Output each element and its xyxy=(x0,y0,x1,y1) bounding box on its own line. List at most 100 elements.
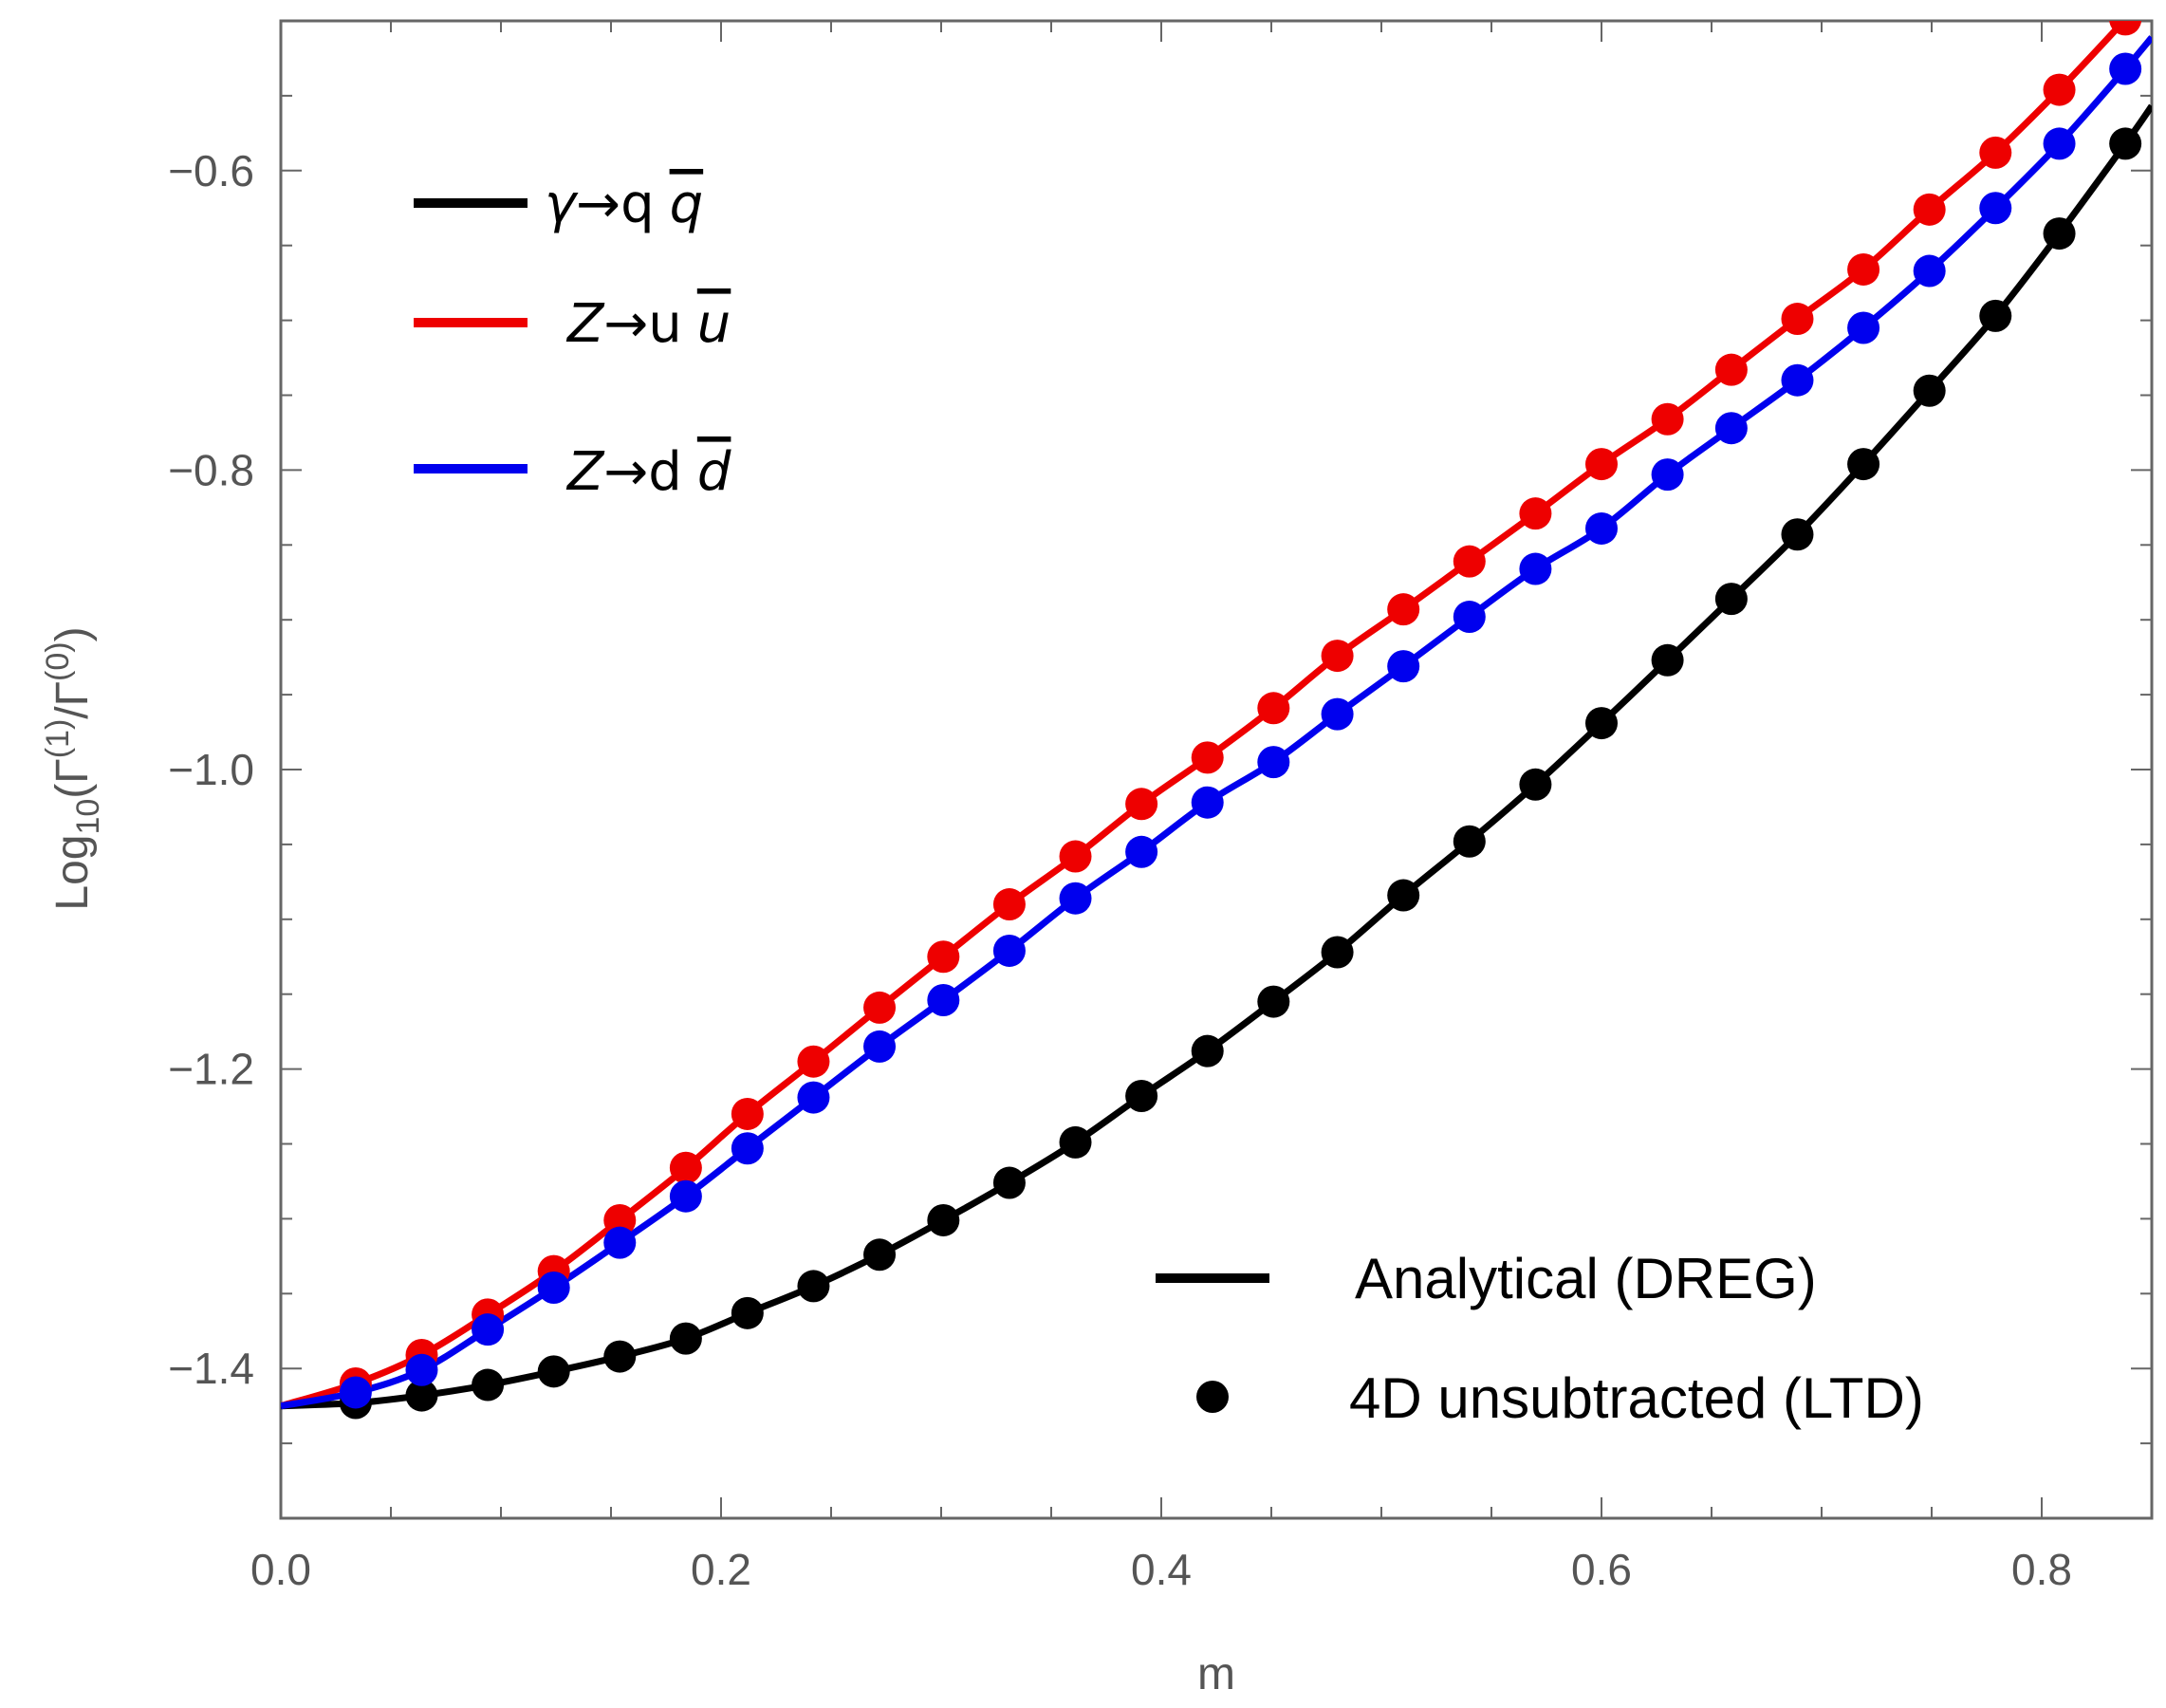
series-0-point xyxy=(1453,825,1486,858)
method-legend-marker xyxy=(1196,1381,1229,1413)
method-legend-marker-label: 4D unsubtracted (LTD) xyxy=(1349,1366,1924,1430)
y-axis-title-text: Log10(Γ(1)/Γ(0)) xyxy=(40,626,106,910)
series-0-point xyxy=(797,1270,830,1303)
legend-gamma-b: q xyxy=(620,174,655,235)
series-1-point xyxy=(603,1203,637,1236)
series-2-point xyxy=(1453,601,1486,634)
legend-zd-arrow: → xyxy=(603,441,648,503)
y-title-sub: 10 xyxy=(70,799,106,835)
series-1-point xyxy=(2109,21,2142,36)
legend-zd-a: Z xyxy=(565,441,605,503)
series-2-point xyxy=(603,1226,637,1259)
y-title-sup-num: (1) xyxy=(40,719,76,759)
series-2-point xyxy=(992,934,1026,967)
series-1-point xyxy=(927,940,960,974)
series-2-point xyxy=(1321,697,1354,731)
series-1-point xyxy=(1714,353,1748,386)
legend-entry-z-uu: Z→u u xyxy=(414,293,731,355)
series-1-point xyxy=(797,1045,830,1078)
series-1-point xyxy=(1321,640,1354,673)
series-2-point xyxy=(1913,254,1946,288)
series-2-point xyxy=(1059,882,1092,915)
series-2-point xyxy=(1781,363,1814,397)
series-2-point xyxy=(2043,127,2076,160)
series-1-point xyxy=(1125,788,1158,821)
legend-zd-bar: d xyxy=(697,441,731,503)
series-0-point xyxy=(1847,448,1880,481)
y-tick-label: −1.4 xyxy=(168,1344,254,1393)
legend-zu-arrow: → xyxy=(603,293,648,355)
series-2-point xyxy=(1847,311,1880,344)
y-title-gamma-num: Γ xyxy=(47,758,98,783)
series-2-point xyxy=(927,984,960,1017)
tick-labels: 0.0 0.2 0.4 0.6 0.8 −1.4 −1.2 −1.0 −0.8 −0.6 xyxy=(168,146,2072,1594)
series-0-point xyxy=(2109,127,2142,160)
y-tick-label: −0.8 xyxy=(168,445,254,494)
series-0-point xyxy=(927,1203,960,1236)
series-0-point xyxy=(1191,1034,1224,1068)
series-2-point xyxy=(1651,458,1684,492)
series-2-point xyxy=(2109,52,2142,85)
series-0-point xyxy=(1125,1080,1158,1113)
legend-label-z-dd: Z→d d xyxy=(565,441,731,503)
series-0-point xyxy=(1519,768,1552,801)
series-1-point xyxy=(1979,136,2012,169)
series-2-point xyxy=(797,1081,830,1114)
legend-label-z-uu: Z→u u xyxy=(565,293,731,355)
series-0-point xyxy=(731,1296,764,1329)
series-markers xyxy=(339,21,2142,1420)
y-title-log: Log xyxy=(47,835,98,911)
legend-zu-b: u xyxy=(648,293,682,355)
y-title-sup-den: (0) xyxy=(40,641,76,681)
x-tick-label: 0.0 xyxy=(250,1545,311,1594)
legend-zu-bar: u xyxy=(697,293,731,355)
legend-gamma-bar: q xyxy=(670,174,704,235)
series-1-point xyxy=(2043,73,2076,106)
y-axis-title: Log10(Γ(1)/Γ(0)) xyxy=(40,626,106,910)
series-0-point xyxy=(405,1379,438,1412)
series-2-point xyxy=(1585,511,1618,545)
series-2-point xyxy=(1191,786,1224,819)
series-2-point xyxy=(731,1132,764,1165)
series-2-point xyxy=(1979,192,2012,225)
series-1-point xyxy=(863,991,897,1024)
series-2-point xyxy=(1257,746,1290,779)
series-2-point xyxy=(1519,552,1552,585)
y-tick-label: −1.0 xyxy=(168,745,254,794)
series-1-point xyxy=(731,1097,764,1130)
series-1-point xyxy=(1453,545,1486,578)
method-legend: Analytical (DREG) 4D unsubtracted (LTD) xyxy=(1156,1247,1924,1430)
series-2-point xyxy=(669,1179,702,1213)
series-1-point xyxy=(1257,692,1290,725)
series-0-point xyxy=(1651,643,1684,677)
series-legend: γ→q q Z→u u Z→d d xyxy=(414,174,731,503)
x-axis-title: m xyxy=(1197,1649,1235,1699)
series-0-point xyxy=(1979,299,2012,332)
series-0-point xyxy=(1913,374,1946,407)
series-1-point xyxy=(1913,193,1946,226)
series-1-point xyxy=(1651,402,1684,436)
series-0-point xyxy=(1059,1125,1092,1159)
x-tick-label: 0.8 xyxy=(2011,1545,2072,1594)
series-0-point xyxy=(1387,879,1420,912)
legend-entry-gamma-qq: γ→q q xyxy=(414,174,703,235)
method-legend-line-label: Analytical (DREG) xyxy=(1355,1247,1817,1310)
legend-entry-z-dd: Z→d d xyxy=(414,441,731,503)
legend-gamma-a: γ xyxy=(545,174,579,235)
series-0-point xyxy=(2043,217,2076,251)
x-tick-label: 0.4 xyxy=(1131,1545,1192,1594)
series-2-point xyxy=(472,1313,505,1346)
y-title-gamma-den: Γ xyxy=(47,681,98,706)
series-0-point xyxy=(1585,707,1618,740)
x-tick-label: 0.6 xyxy=(1571,1545,1632,1594)
series-2-point xyxy=(537,1271,570,1304)
series-0-point xyxy=(1257,985,1290,1018)
series-0-point xyxy=(1321,936,1354,969)
series-0-point xyxy=(1714,583,1748,616)
series-1-point xyxy=(1387,593,1420,626)
axis-ticks xyxy=(280,20,2153,1519)
series-1-point xyxy=(1585,448,1618,481)
series-2-point xyxy=(405,1353,438,1386)
legend-label-gamma: γ→q q xyxy=(545,174,703,235)
series-2-point xyxy=(1714,412,1748,445)
